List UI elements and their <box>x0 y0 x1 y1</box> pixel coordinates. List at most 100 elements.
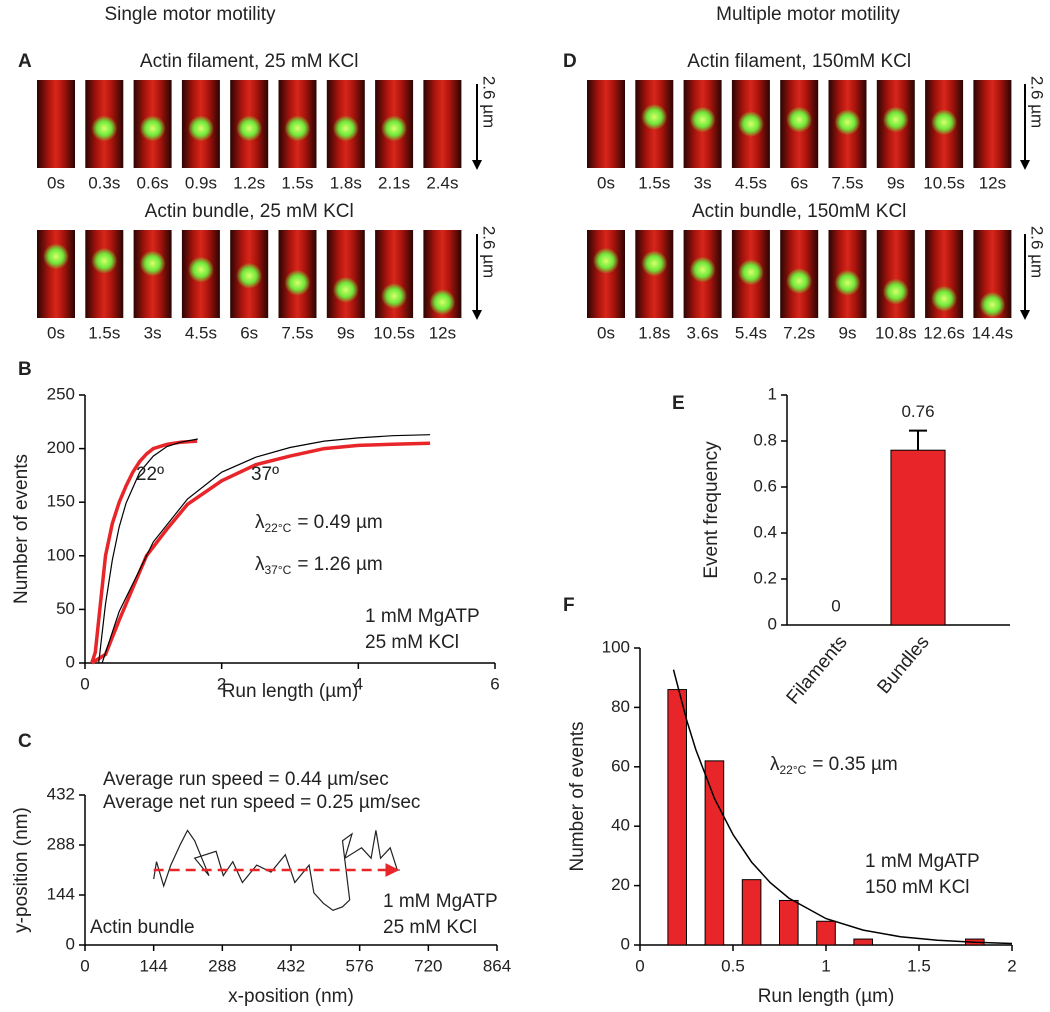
x-tick-label: 720 <box>414 956 442 975</box>
x-tick-label: 864 <box>483 956 511 975</box>
motor-spot <box>284 269 311 296</box>
time-label: 1.2s <box>233 173 265 192</box>
x-tick-label: 0 <box>80 674 89 693</box>
motor-spot <box>236 262 263 289</box>
x-tick-label: 144 <box>139 956 167 975</box>
y-tick-label: 60 <box>611 756 630 775</box>
y-tick-label: 0.4 <box>753 522 777 541</box>
histogram-bar <box>816 920 836 946</box>
time-label: 7.5s <box>281 323 313 342</box>
time-label: 0s <box>47 323 65 342</box>
motor-spot <box>43 243 69 270</box>
x-tick-label: Bundles <box>873 632 933 698</box>
value-label: 0.76 <box>901 402 934 421</box>
y-tick-label: 0 <box>768 614 777 633</box>
annotation: λ22°C = 0.35 µm <box>770 754 898 777</box>
time-label: 12s <box>979 173 1006 192</box>
time-label: 7.2s <box>783 323 815 342</box>
y-tick-label: 432 <box>47 784 75 803</box>
frame <box>423 80 462 168</box>
time-label: 1.5s <box>88 323 120 342</box>
data-line <box>101 434 431 664</box>
y-tick-label: 20 <box>611 875 630 894</box>
panel-letter: B <box>18 359 32 380</box>
time-label: 1.8s <box>330 173 362 192</box>
row-title: Actin filament, 25 mM KCl <box>140 51 359 72</box>
data-line <box>90 441 431 665</box>
data-line <box>153 829 400 911</box>
y-tick-label: 50 <box>56 599 75 618</box>
scale-label: 2.6 µm <box>480 226 499 278</box>
annotation-symbol: λ <box>770 754 780 775</box>
time-label: 10.5s <box>923 173 965 192</box>
annotation-text: = 0.49 µm <box>297 512 382 533</box>
motor-spot <box>284 115 311 142</box>
annotation-text: = 1.26 µm <box>297 554 382 575</box>
annotation-text: = 0.35 µm <box>812 754 897 775</box>
x-tick-label: Filaments <box>783 632 852 709</box>
motor-spot <box>689 256 716 283</box>
time-label: 10.8s <box>875 323 917 342</box>
time-label: 0.6s <box>137 173 169 192</box>
annotation: Average net run speed = 0.25 µm/sec <box>103 792 420 813</box>
frame <box>326 230 365 318</box>
motor-spot <box>786 268 813 295</box>
motor-spot <box>593 247 619 274</box>
y-tick-label: 0.8 <box>753 430 777 449</box>
x-tick-label: 1.5 <box>907 956 931 975</box>
annotation: Actin bundle <box>90 917 195 938</box>
motor-spot <box>381 115 408 142</box>
frame <box>587 230 625 318</box>
time-label: 3s <box>144 323 162 342</box>
annotation-text: 1 mM MgATP <box>865 851 980 872</box>
y-tick-label: 200 <box>47 438 75 457</box>
y-tick-label: 150 <box>47 492 75 511</box>
motor-spot <box>139 250 166 277</box>
time-label: 9s <box>887 173 905 192</box>
x-axis-label: x-position (nm) <box>228 986 354 1007</box>
time-label: 3s <box>694 173 712 192</box>
heading: Multiple motor motility <box>716 4 900 25</box>
panel-letter: A <box>18 51 32 72</box>
frame <box>37 230 75 318</box>
y-tick-label: 80 <box>611 697 630 716</box>
frame <box>973 80 1012 168</box>
time-label: 2.1s <box>378 173 410 192</box>
scale-label: 2.6 µm <box>480 76 499 128</box>
y-tick-label: 40 <box>611 816 630 835</box>
frame <box>876 230 915 318</box>
motor-spot <box>641 103 668 130</box>
x-tick-label: 6 <box>490 674 499 693</box>
motor-spot <box>931 109 958 136</box>
motor-spot <box>737 259 764 286</box>
motor-spot <box>737 111 764 137</box>
frame <box>37 80 75 168</box>
y-tick-label: 0 <box>66 652 75 671</box>
frame <box>587 80 625 168</box>
row-title: Actin bundle, 150mM KCl <box>692 201 906 222</box>
row-title: Actin filament, 150mM KCl <box>687 51 911 72</box>
panel-letter: C <box>18 731 32 752</box>
motor-spot <box>641 250 668 277</box>
time-label: 0s <box>597 323 615 342</box>
frame <box>85 230 124 318</box>
scale-label: 2.6 µm <box>1028 226 1047 278</box>
motor-spot <box>187 256 214 283</box>
time-label: 0s <box>47 173 65 192</box>
time-label: 0.9s <box>185 173 217 192</box>
annotation-text: Average net run speed = 0.25 µm/sec <box>103 792 420 813</box>
y-axis-label: y-position (nm) <box>11 807 32 933</box>
x-tick-label: 576 <box>345 956 373 975</box>
time-label: 0s <box>597 173 615 192</box>
motor-spot <box>429 289 456 316</box>
y-tick-label: 0.6 <box>753 476 777 495</box>
time-label: 12s <box>429 323 456 342</box>
y-tick-label: 0.2 <box>753 568 777 587</box>
y-tick-label: 144 <box>47 884 75 903</box>
time-label: 14.4s <box>972 323 1014 342</box>
annotation: 1 mM MgATP <box>865 851 980 872</box>
time-label: 9s <box>337 323 355 342</box>
x-tick-label: 4 <box>354 674 363 693</box>
annotation-subscript: 22°C <box>265 521 292 535</box>
